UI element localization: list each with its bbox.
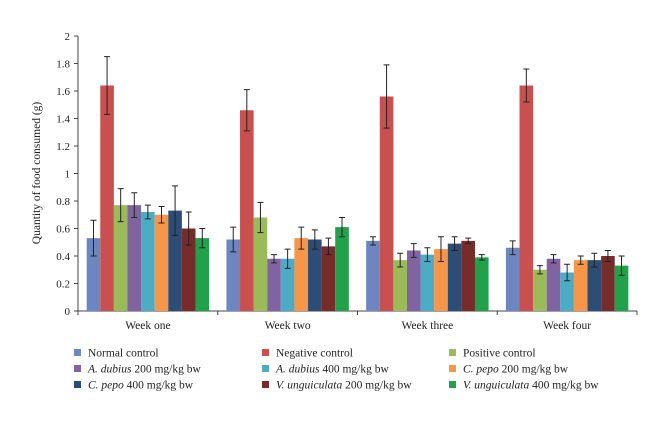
x-ticks	[77, 311, 638, 315]
bar	[141, 212, 155, 311]
bar	[86, 238, 101, 311]
legend-label-italic: V. unguiculata	[276, 380, 342, 392]
legend: Normal control Negative control Positive c…	[74, 348, 599, 392]
bar	[614, 265, 629, 311]
legend-label: C. pepo 400 mg/kg bw	[88, 380, 194, 392]
legend-swatch	[74, 349, 81, 356]
bar	[321, 246, 336, 311]
y-tick-label: 1.2	[56, 141, 70, 153]
bar	[181, 228, 196, 311]
bar	[113, 205, 128, 311]
bar	[447, 243, 462, 311]
legend-label-rest: 400 mg/kg bw	[319, 364, 389, 376]
bar	[573, 260, 588, 311]
legend-swatch	[449, 381, 456, 388]
y-tick-label: 0.4	[56, 251, 70, 263]
legend-label-italic: C. pepo	[463, 364, 499, 376]
legend-label: Negative control	[276, 348, 353, 360]
bar	[420, 254, 435, 311]
y-tick-label: 2	[65, 31, 71, 43]
y-tick-label: 1.6	[56, 86, 70, 98]
y-tick-label: 0.6	[56, 224, 70, 236]
category-label: Week two	[265, 320, 311, 332]
bar	[587, 260, 602, 311]
bar	[195, 238, 210, 311]
legend-label: C. pepo 200 mg/kg bw	[463, 364, 569, 376]
bar	[379, 96, 394, 311]
category-label: Week three	[402, 320, 454, 332]
bar	[335, 227, 349, 311]
legend-label: A. dubius 200 mg/kg bw	[87, 364, 201, 376]
legend-label: A. dubius 400 mg/kg bw	[275, 364, 389, 376]
legend-swatch	[449, 365, 456, 372]
legend-label: Normal control	[88, 348, 159, 360]
bar	[100, 85, 114, 311]
legend-label-italic: C. pepo	[88, 380, 124, 392]
legend-label-rest: 400 mg/kg bw	[124, 380, 194, 392]
bar	[267, 258, 281, 311]
bar	[294, 238, 309, 311]
bar	[474, 257, 489, 311]
legend-label: Positive control	[463, 348, 536, 360]
bar	[533, 269, 547, 311]
bar	[366, 240, 380, 311]
bar	[308, 239, 322, 311]
bars	[86, 85, 629, 311]
legend-swatch	[262, 365, 269, 372]
bar	[505, 247, 520, 311]
bar	[519, 85, 534, 311]
y-tick-label: 1.8	[56, 59, 70, 71]
y-tick-label: 0	[65, 306, 71, 318]
bar	[434, 249, 448, 311]
bar	[154, 214, 169, 311]
bar	[226, 239, 241, 311]
bar	[406, 250, 421, 311]
bar	[601, 256, 615, 311]
bar	[461, 240, 475, 311]
legend-label-rest: 200 mg/kg bw	[342, 380, 412, 392]
category-label: Week one	[125, 320, 170, 332]
bar	[546, 258, 561, 311]
legend-label-italic: V. unguiculata	[463, 380, 529, 392]
bar	[393, 260, 407, 311]
bar	[168, 210, 182, 311]
legend-swatch	[262, 381, 269, 388]
y-ticks: 0 0.2 0.4 0.6 0.8 1 1.2 1.4 1.6 1.8 2	[56, 31, 78, 318]
legend-label-rest: 200 mg/kg bw	[131, 364, 201, 376]
legend-swatch	[74, 365, 81, 372]
legend-label-italic: A. dubius	[275, 364, 320, 376]
bar	[253, 217, 268, 311]
legend-swatch	[449, 349, 456, 356]
y-tick-label: 0.8	[56, 196, 70, 208]
legend-swatch	[74, 381, 81, 388]
y-tick-label: 1	[65, 169, 71, 181]
bar	[280, 258, 295, 311]
category-label: Week four	[543, 320, 591, 332]
y-tick-label: 1.4	[56, 114, 70, 126]
y-axis-title: Quantity of food consumed (g)	[31, 102, 43, 245]
bar	[240, 110, 254, 311]
bar	[127, 205, 142, 311]
error-bars	[90, 56, 625, 282]
legend-label: V. unguiculata 200 mg/kg bw	[276, 380, 412, 392]
y-tick-label: 0.2	[56, 279, 70, 291]
legend-label: V. unguiculata 400 mg/kg bw	[463, 380, 599, 392]
bar	[560, 272, 574, 311]
legend-label-rest: 400 mg/kg bw	[529, 380, 599, 392]
legend-swatch	[262, 349, 269, 356]
category-labels: Week one Week two Week three Week four	[125, 320, 591, 332]
legend-label-italic: A. dubius	[87, 364, 132, 376]
legend-label-rest: 200 mg/kg bw	[499, 364, 569, 376]
